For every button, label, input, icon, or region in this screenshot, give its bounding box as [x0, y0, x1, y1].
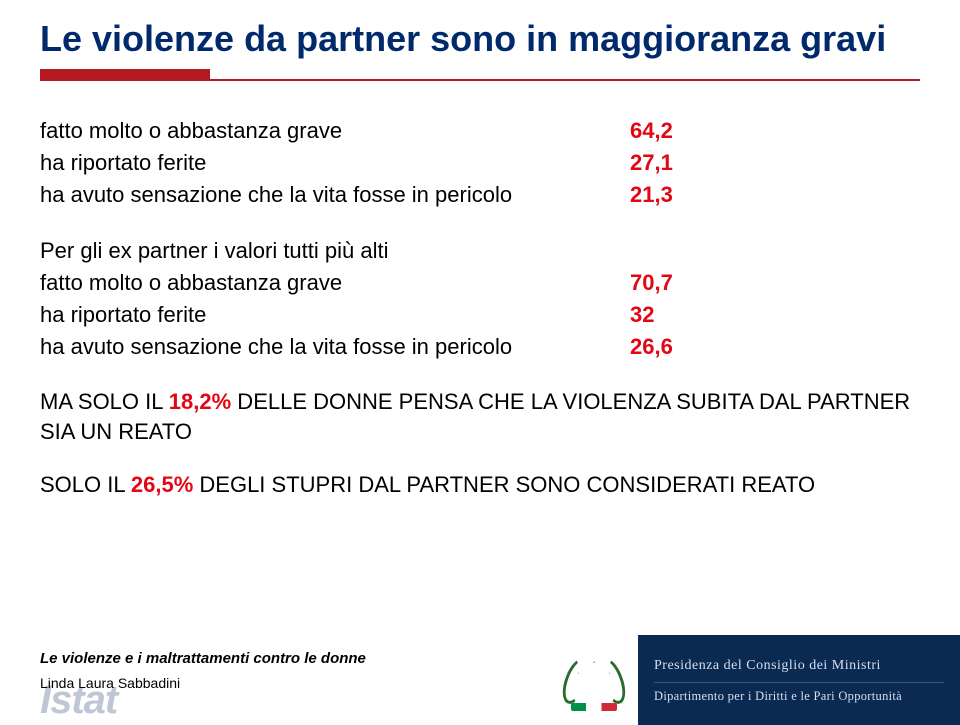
italy-emblem-icon	[561, 647, 627, 713]
stat-group-2: Per gli ex partner i valori tutti più al…	[40, 235, 920, 363]
gov-separator	[654, 682, 944, 683]
stat-row: ha riportato ferite 27,1	[40, 147, 920, 179]
stat-row: ha avuto sensazione che la vita fosse in…	[40, 331, 920, 363]
gov-line-1: Presidenza del Consiglio dei Ministri	[654, 658, 944, 674]
group-heading: Per gli ex partner i valori tutti più al…	[40, 235, 920, 267]
stat-value: 27,1	[630, 147, 673, 179]
gov-line-2: Dipartimento per i Diritti e le Pari Opp…	[654, 689, 944, 704]
para-emphasis: 18,2%	[169, 389, 231, 414]
stat-label: fatto molto o abbastanza grave	[40, 115, 630, 147]
stat-label: fatto molto o abbastanza grave	[40, 267, 630, 299]
stat-row: ha avuto sensazione che la vita fosse in…	[40, 179, 920, 211]
callout-paragraph-1: MA SOLO IL 18,2% DELLE DONNE PENSA CHE L…	[40, 387, 920, 449]
gov-block: Presidenza del Consiglio dei Ministri Di…	[550, 635, 960, 725]
stat-value: 70,7	[630, 267, 673, 299]
stat-label: ha avuto sensazione che la vita fosse in…	[40, 179, 630, 211]
slide-title: Le violenze da partner sono in maggioran…	[40, 18, 920, 59]
underline-thick	[40, 69, 210, 79]
para-text: DEGLI STUPRI DAL PARTNER SONO CONSIDERAT…	[193, 472, 815, 497]
stat-value: 21,3	[630, 179, 673, 211]
footer: Istat Le violenze e i maltrattamenti con…	[0, 630, 960, 725]
emblem-wrap	[550, 635, 638, 725]
underline-thin	[40, 79, 920, 81]
footer-credits: Le violenze e i maltrattamenti contro le…	[40, 650, 366, 691]
stat-label: ha riportato ferite	[40, 299, 630, 331]
stat-label: ha avuto sensazione che la vita fosse in…	[40, 331, 630, 363]
para-emphasis: 26,5%	[131, 472, 193, 497]
stat-value: 64,2	[630, 115, 673, 147]
para-text: SOLO IL	[40, 472, 131, 497]
footer-author: Linda Laura Sabbadini	[40, 675, 366, 691]
stat-value: 26,6	[630, 331, 673, 363]
stat-row: fatto molto o abbastanza grave 64,2	[40, 115, 920, 147]
title-underline	[40, 69, 920, 83]
stat-row: ha riportato ferite 32	[40, 299, 920, 331]
stat-group-1: fatto molto o abbastanza grave 64,2 ha r…	[40, 115, 920, 211]
para-text: MA SOLO IL	[40, 389, 169, 414]
stat-label: ha riportato ferite	[40, 147, 630, 179]
stat-value: 32	[630, 299, 654, 331]
footer-topic: Le violenze e i maltrattamenti contro le…	[40, 650, 366, 667]
gov-text: Presidenza del Consiglio dei Ministri Di…	[638, 635, 960, 725]
slide-container: Le violenze da partner sono in maggioran…	[0, 0, 960, 725]
stat-row: fatto molto o abbastanza grave 70,7	[40, 267, 920, 299]
callout-paragraph-2: SOLO IL 26,5% DEGLI STUPRI DAL PARTNER S…	[40, 470, 920, 501]
